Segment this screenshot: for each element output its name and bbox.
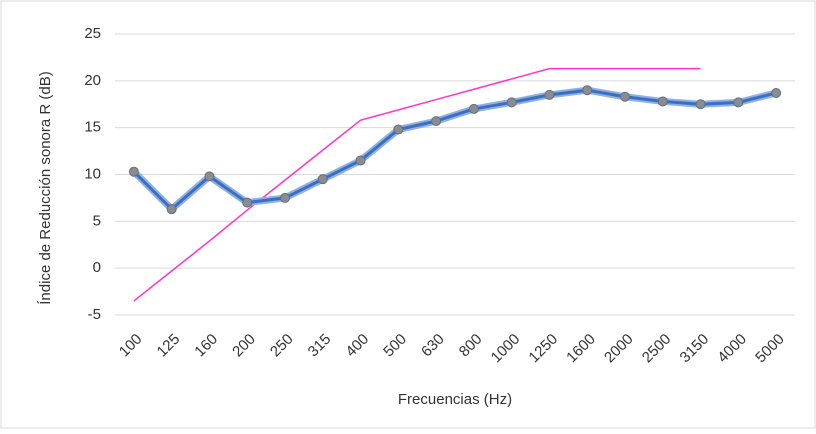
point — [431, 116, 442, 127]
point — [695, 99, 706, 110]
series-line — [132, 88, 777, 211]
y-axis-label: Índice de Reducción sonora R (dB) — [37, 71, 54, 304]
point — [544, 89, 555, 100]
series-line — [133, 67, 701, 302]
y-tick-label: 25 — [84, 25, 101, 42]
point — [468, 103, 479, 114]
point — [506, 97, 517, 108]
y-tick-label: 15 — [84, 119, 101, 136]
point — [280, 192, 290, 203]
y-tick-label: 20 — [84, 72, 101, 89]
point — [317, 174, 328, 185]
point — [242, 197, 253, 208]
x-axis-label: Frecuencias (Hz) — [398, 391, 512, 408]
y-tick-label: 0 — [93, 259, 101, 276]
point — [204, 171, 215, 182]
point — [657, 96, 668, 107]
point — [620, 91, 630, 102]
point — [771, 88, 782, 99]
point — [733, 97, 744, 108]
point — [393, 124, 404, 135]
y-tick-label: -5 — [88, 306, 101, 323]
point — [355, 155, 366, 166]
y-tick-label: 5 — [93, 212, 101, 229]
point — [582, 85, 593, 96]
point — [166, 204, 177, 215]
y-tick-label: 10 — [84, 165, 101, 182]
point — [128, 166, 139, 177]
